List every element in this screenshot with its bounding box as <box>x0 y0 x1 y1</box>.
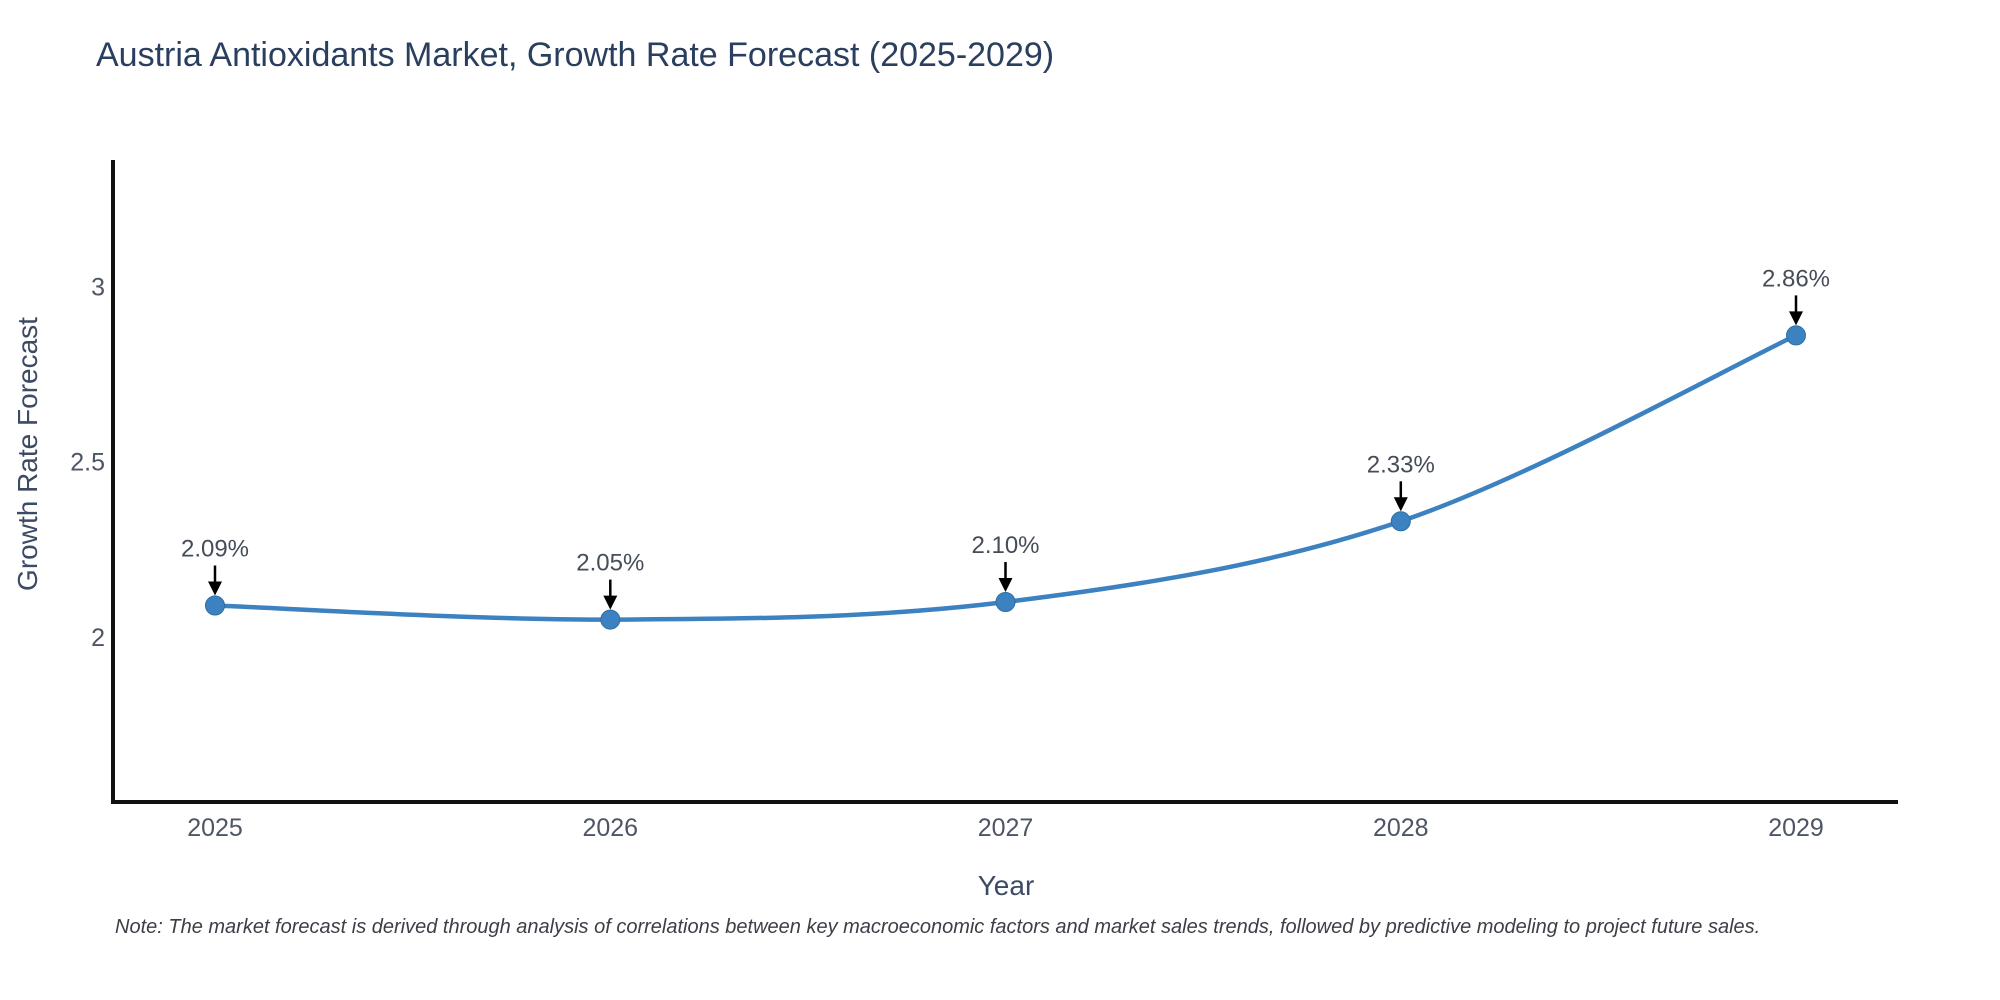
annotation-arrowhead <box>1393 497 1408 512</box>
data-point-marker <box>1786 325 1806 346</box>
point-annotation-label: 2.86% <box>1762 265 1830 292</box>
x-axis-title: Year <box>977 870 1035 901</box>
data-point-marker <box>1390 511 1411 532</box>
y-tick-label: 3 <box>91 273 105 301</box>
point-annotation-label: 2.10% <box>971 532 1039 559</box>
x-tick-label: 2026 <box>582 814 638 842</box>
annotation-arrowhead <box>1789 311 1803 326</box>
point-annotation-label: 2.33% <box>1367 451 1435 478</box>
x-tick-label: 2027 <box>978 814 1034 842</box>
annotation-arrowhead <box>208 581 222 596</box>
footnote: Note: The market forecast is derived thr… <box>115 916 1761 938</box>
chart-series-group: 2 2.5 3 2025 2026 2027 2028 2029 2.09% 2.05% 2.10%… <box>70 265 1830 842</box>
point-annotation-label: 2.05% <box>576 550 644 577</box>
data-point-marker <box>205 595 225 616</box>
y-axis-title: Growth Rate Forecast <box>12 317 43 591</box>
x-tick-label: 2025 <box>187 814 243 842</box>
chart-title: Austria Antioxidants Market, Growth Rate… <box>96 36 1055 74</box>
annotation-arrowhead <box>603 595 618 610</box>
y-tick-label: 2 <box>91 624 105 652</box>
x-tick-label: 2028 <box>1373 814 1429 842</box>
x-tick-label: 2029 <box>1768 814 1824 842</box>
annotation-arrowhead <box>998 578 1013 592</box>
y-tick-label: 2.5 <box>70 449 105 477</box>
point-annotation-label: 2.09% <box>181 536 249 563</box>
data-point-marker <box>995 592 1016 612</box>
data-point-marker <box>600 609 621 630</box>
